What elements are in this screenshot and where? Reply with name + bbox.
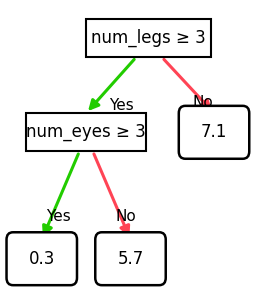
Text: num_eyes ≥ 3: num_eyes ≥ 3	[26, 123, 146, 141]
FancyBboxPatch shape	[7, 232, 77, 285]
FancyBboxPatch shape	[95, 232, 166, 285]
Text: 0.3: 0.3	[28, 250, 55, 268]
FancyBboxPatch shape	[179, 106, 249, 159]
Text: Yes: Yes	[46, 208, 70, 224]
Text: 5.7: 5.7	[117, 250, 144, 268]
Text: No: No	[192, 95, 213, 111]
Text: 7.1: 7.1	[201, 123, 227, 141]
Text: num_legs ≥ 3: num_legs ≥ 3	[91, 29, 206, 47]
Text: No: No	[116, 208, 137, 224]
FancyBboxPatch shape	[26, 113, 146, 151]
Text: Yes: Yes	[109, 98, 134, 113]
FancyBboxPatch shape	[86, 19, 211, 57]
